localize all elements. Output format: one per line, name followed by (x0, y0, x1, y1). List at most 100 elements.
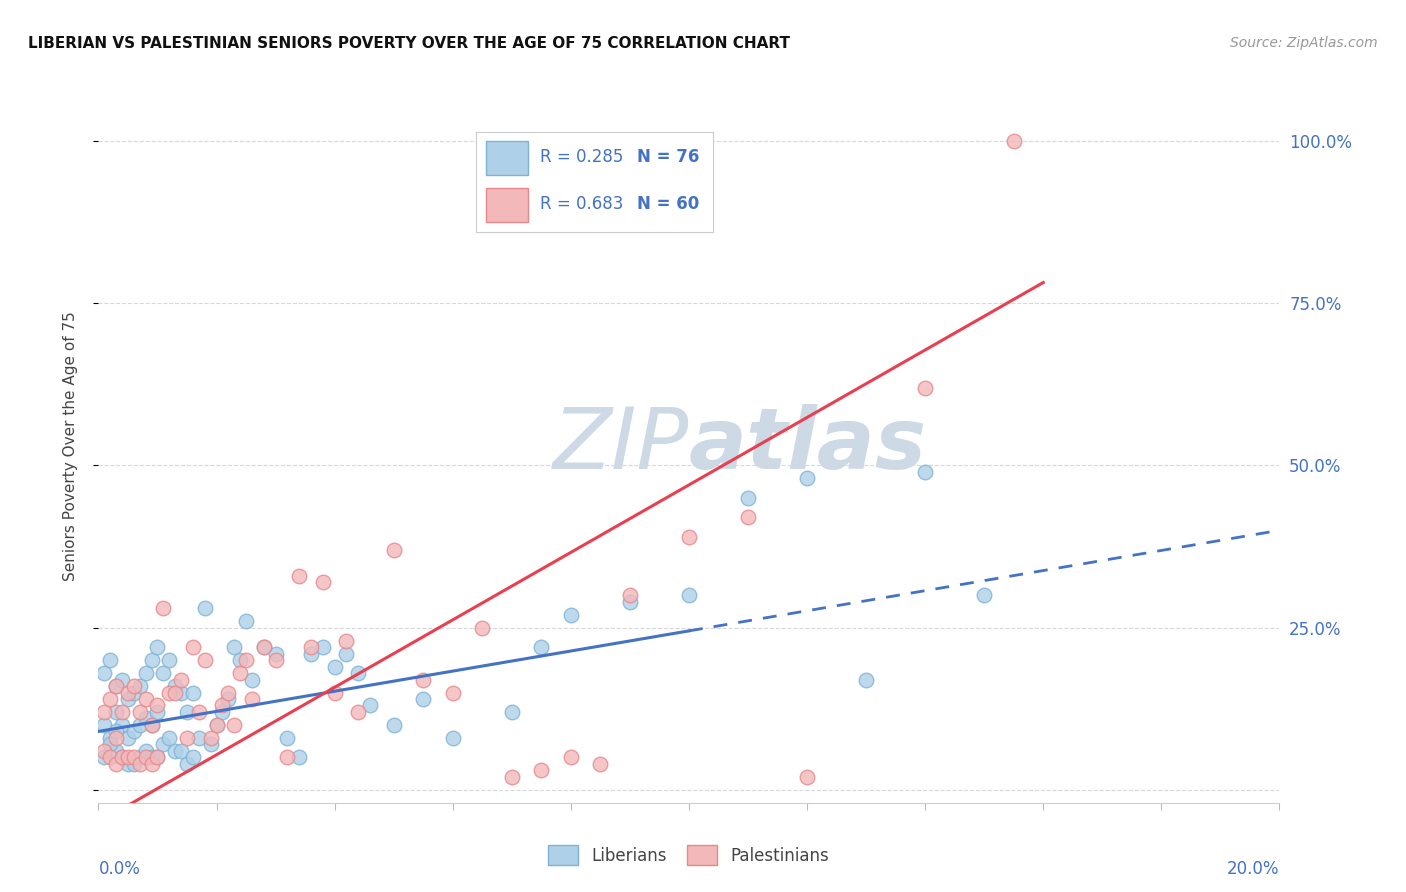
Point (128, 705, 150, 719)
Point (135, 750, 157, 764)
Point (796, 471, 818, 485)
Point (914, 465, 936, 479)
Point (312, 640, 335, 654)
Point (382, 542, 405, 557)
Point (412, 673, 434, 687)
Point (224, 640, 246, 654)
Point (211, 705, 233, 719)
Point (135, 666, 157, 681)
Point (141, 756, 163, 771)
Y-axis label: Seniors Poverty Over the Age of 75: Seniors Poverty Over the Age of 75 (63, 311, 77, 581)
Point (105, 731, 128, 745)
Point (441, 685, 464, 699)
Point (146, 750, 169, 764)
Point (530, 764, 553, 778)
Point (187, 705, 209, 719)
Point (412, 692, 434, 706)
Point (194, 653, 217, 667)
Text: LIBERIAN VS PALESTINIAN SENIORS POVERTY OVER THE AGE OF 75 CORRELATION CHART: LIBERIAN VS PALESTINIAN SENIORS POVERTY … (28, 36, 790, 51)
Point (217, 692, 239, 706)
Point (111, 718, 134, 732)
Point (240, 692, 263, 706)
Point (176, 705, 198, 719)
Point (973, 588, 995, 602)
Point (382, 718, 405, 732)
Point (105, 724, 128, 739)
Point (93, 750, 115, 764)
Point (288, 568, 311, 582)
Point (98, 731, 121, 745)
Point (98, 653, 121, 667)
Point (117, 731, 139, 745)
Text: Source: ZipAtlas.com: Source: ZipAtlas.com (1230, 36, 1378, 50)
Point (240, 673, 263, 687)
Point (619, 588, 641, 602)
Point (152, 738, 174, 752)
Point (235, 653, 257, 667)
Text: atlas: atlas (689, 404, 927, 488)
Point (98, 750, 121, 764)
Text: ZIP: ZIP (553, 404, 689, 488)
Point (170, 744, 193, 758)
Point (146, 705, 169, 719)
Point (135, 744, 157, 758)
Point (165, 685, 187, 699)
Point (229, 666, 252, 681)
Point (288, 750, 311, 764)
Point (796, 770, 818, 784)
Point (678, 588, 700, 602)
Point (335, 633, 357, 648)
Point (93, 744, 115, 758)
Point (235, 614, 257, 628)
Point (855, 673, 877, 687)
Point (170, 685, 193, 699)
Point (105, 756, 128, 771)
Point (176, 731, 198, 745)
Point (471, 621, 494, 635)
Point (128, 679, 150, 693)
Point (105, 744, 128, 758)
Point (141, 750, 163, 764)
Point (117, 750, 139, 764)
Point (335, 647, 357, 661)
Point (157, 653, 180, 667)
Point (200, 738, 222, 752)
Legend: Liberians, Palestinians: Liberians, Palestinians (540, 837, 838, 873)
Point (105, 679, 128, 693)
Point (117, 692, 139, 706)
Point (264, 653, 287, 667)
Point (165, 744, 187, 758)
Point (141, 653, 163, 667)
Point (276, 731, 298, 745)
Point (93, 666, 115, 681)
Point (128, 718, 150, 732)
Point (323, 659, 346, 673)
Point (1002, 134, 1025, 148)
Point (347, 705, 370, 719)
Text: 20.0%: 20.0% (1227, 860, 1279, 878)
Point (111, 705, 134, 719)
Point (211, 698, 233, 713)
Point (146, 750, 169, 764)
Point (141, 718, 163, 732)
Point (264, 647, 287, 661)
Point (122, 679, 145, 693)
Point (105, 679, 128, 693)
Point (122, 685, 145, 699)
Point (157, 685, 180, 699)
Point (105, 705, 128, 719)
Point (187, 731, 209, 745)
Point (299, 647, 322, 661)
Point (253, 640, 276, 654)
Point (200, 731, 222, 745)
Point (224, 718, 246, 732)
Point (253, 640, 276, 654)
Point (117, 756, 139, 771)
Point (501, 705, 523, 719)
Point (111, 750, 134, 764)
Point (589, 756, 612, 771)
Point (128, 756, 150, 771)
Point (441, 731, 464, 745)
Point (152, 666, 174, 681)
Point (122, 756, 145, 771)
